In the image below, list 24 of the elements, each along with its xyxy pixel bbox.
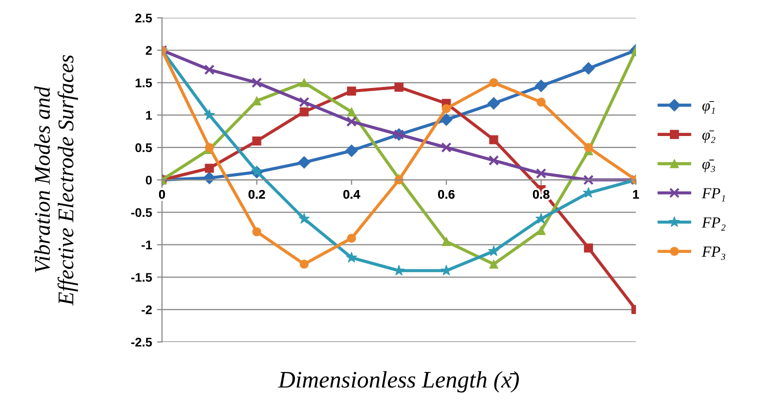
y-tick-label: 2.5 xyxy=(135,14,152,22)
y-tick-label: -2 xyxy=(142,305,152,314)
x-tick-label: 0 xyxy=(159,190,165,199)
y-tick-label: -2.5 xyxy=(131,338,152,347)
x-tick-label: 0.4 xyxy=(343,190,360,199)
y-tick-label: -1.5 xyxy=(131,273,152,282)
y-tick-label: 1 xyxy=(146,111,152,120)
legend-label: FP₂ xyxy=(702,217,726,231)
y-tick-label: -0.5 xyxy=(131,208,152,217)
legend-label: FP₁ xyxy=(702,188,725,202)
y-tick-label: 0 xyxy=(146,176,152,185)
legend-label: φ̄₃ xyxy=(702,160,716,172)
x-tick-label: 1 xyxy=(633,190,640,199)
legend-label: φ̄₂ xyxy=(702,130,716,144)
y-tick-label: 0.5 xyxy=(135,143,152,152)
x-tick-label: 0.6 xyxy=(438,190,455,199)
legend-label: FP₃ xyxy=(702,246,726,260)
y-tick-label: 2 xyxy=(146,46,152,55)
y-tick-label: -1 xyxy=(142,240,152,250)
y-axis-title: Vibration Modes and Effective Electrode Surfaces xyxy=(34,55,78,306)
x-axis-title: Dimensionless Length (x̄) xyxy=(278,371,519,393)
x-tick-label: 0.2 xyxy=(248,190,265,199)
y-tick-label: 1.5 xyxy=(136,78,152,88)
legend-label: φ̄₁ xyxy=(702,101,715,114)
